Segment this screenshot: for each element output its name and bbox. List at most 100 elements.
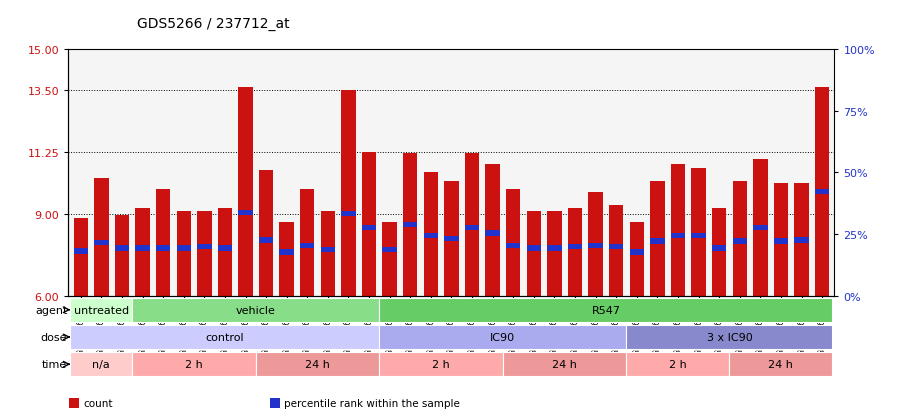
Text: 24 h: 24 h (305, 359, 330, 369)
Text: control: control (205, 332, 244, 342)
Bar (465, 154, 478, 297)
FancyBboxPatch shape (626, 325, 832, 349)
Text: percentile rank within the sample: percentile rank within the sample (283, 398, 459, 408)
Bar (752, 159, 767, 297)
FancyBboxPatch shape (270, 398, 280, 408)
Bar (732, 181, 746, 297)
Bar (568, 244, 581, 250)
Bar (629, 250, 643, 255)
Bar (793, 184, 808, 297)
Bar (773, 239, 787, 244)
FancyBboxPatch shape (69, 398, 79, 408)
Text: n/a: n/a (92, 359, 110, 369)
Bar (650, 181, 664, 297)
Bar (506, 243, 520, 249)
Bar (465, 225, 478, 230)
Text: R547: R547 (590, 305, 619, 315)
Bar (321, 247, 334, 252)
Bar (177, 246, 190, 251)
Bar (752, 225, 767, 230)
Text: untreated: untreated (74, 305, 128, 315)
Bar (547, 211, 561, 297)
Bar (238, 210, 252, 216)
Text: 24 h: 24 h (768, 359, 793, 369)
Bar (362, 152, 376, 297)
Text: 2 h: 2 h (185, 359, 202, 369)
FancyBboxPatch shape (255, 352, 379, 377)
Bar (74, 249, 87, 254)
Bar (362, 225, 376, 230)
Bar (115, 246, 129, 251)
Bar (156, 246, 170, 251)
Bar (177, 211, 190, 297)
Bar (94, 178, 108, 297)
FancyBboxPatch shape (132, 352, 255, 377)
Bar (650, 239, 664, 244)
Bar (485, 165, 499, 297)
Bar (115, 216, 129, 297)
FancyBboxPatch shape (70, 352, 132, 377)
Text: 3 x IC90: 3 x IC90 (706, 332, 752, 342)
Bar (588, 192, 602, 297)
Bar (814, 88, 828, 297)
Text: vehicle: vehicle (236, 305, 275, 315)
Bar (197, 244, 211, 250)
Bar (506, 190, 520, 297)
Text: GDS5266 / 237712_at: GDS5266 / 237712_at (137, 17, 289, 31)
Bar (341, 211, 355, 217)
Bar (670, 233, 684, 239)
Bar (670, 165, 684, 297)
Bar (691, 233, 705, 239)
Bar (403, 154, 417, 297)
Bar (793, 237, 808, 243)
FancyBboxPatch shape (70, 325, 379, 349)
Text: count: count (83, 398, 112, 408)
Bar (238, 88, 252, 297)
Bar (444, 181, 458, 297)
Bar (403, 222, 417, 228)
Text: 2 h: 2 h (669, 359, 686, 369)
Bar (197, 211, 211, 297)
Bar (94, 240, 108, 246)
Bar (300, 190, 314, 297)
Bar (135, 209, 149, 297)
FancyBboxPatch shape (132, 298, 379, 322)
Bar (485, 230, 499, 236)
FancyBboxPatch shape (379, 325, 626, 349)
Bar (218, 246, 232, 251)
Text: 24 h: 24 h (552, 359, 577, 369)
Bar (547, 246, 561, 251)
Bar (526, 211, 540, 297)
Bar (424, 233, 437, 239)
FancyBboxPatch shape (70, 298, 132, 322)
Bar (711, 246, 725, 251)
Bar (814, 190, 828, 195)
Bar (568, 209, 581, 297)
Bar (444, 236, 458, 242)
Text: dose: dose (41, 332, 67, 342)
Bar (135, 246, 149, 251)
Bar (773, 184, 787, 297)
Bar (609, 206, 623, 297)
Text: agent: agent (35, 305, 67, 315)
FancyBboxPatch shape (626, 352, 729, 377)
Bar (279, 222, 293, 297)
Bar (711, 209, 725, 297)
Bar (382, 222, 396, 297)
Bar (588, 243, 602, 249)
FancyBboxPatch shape (379, 352, 502, 377)
Text: IC90: IC90 (490, 332, 515, 342)
Bar (732, 239, 746, 244)
Bar (691, 169, 705, 297)
Bar (526, 246, 540, 251)
Bar (279, 250, 293, 255)
Bar (609, 244, 623, 250)
Bar (259, 237, 273, 243)
Bar (424, 173, 437, 297)
Bar (321, 211, 334, 297)
Bar (300, 243, 314, 249)
Text: time: time (42, 359, 67, 369)
Bar (341, 91, 355, 297)
Bar (74, 218, 87, 297)
FancyBboxPatch shape (502, 352, 626, 377)
